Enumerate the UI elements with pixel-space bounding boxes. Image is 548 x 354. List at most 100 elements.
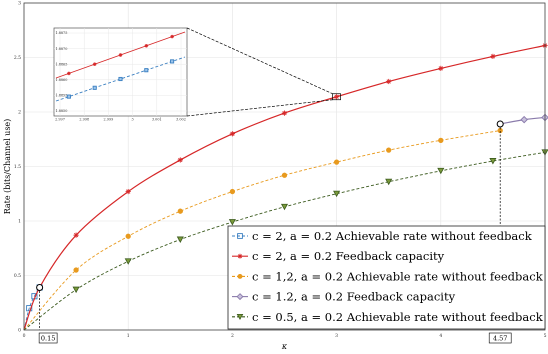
zoom-connector (186, 27, 333, 95)
x-tick-label: 4 (439, 333, 442, 339)
data-point-triangle-down (489, 158, 497, 165)
zoom-connector (186, 99, 333, 117)
data-point-star (334, 94, 340, 100)
data-point-star (229, 131, 235, 137)
data-point-triangle-down (124, 258, 132, 265)
legend-label: c = 2, a = 0.2 Achievable rate without f… (252, 229, 533, 243)
threshold-marker (496, 120, 504, 128)
data-point-square (144, 68, 149, 73)
inset-y-tick-label: 1.8865 (56, 62, 68, 66)
x-tick-label: 0 (23, 333, 26, 339)
data-point-star (170, 34, 174, 39)
legend-label: c = 0.5, a = 0.2 Achievable rate without… (252, 310, 544, 324)
data-point-star (177, 157, 183, 163)
data-point-triangle-down (72, 286, 80, 294)
legend-label: c = 1.2, a = 0.2 Feedback capacity (252, 290, 456, 304)
data-point-star (386, 78, 392, 85)
series-line (23, 130, 501, 331)
inset-x-tick-label: 3.001 (152, 118, 162, 122)
x-axis-label: κ (281, 342, 288, 351)
data-point-square (26, 305, 33, 312)
legend: c = 2, a = 0.2 Achievable rate without f… (227, 225, 546, 330)
legend-label: c = 2, a = 0.2 Feedback capacity (252, 249, 445, 263)
threshold-label-box (488, 332, 512, 344)
x-tick-label: 3 (335, 333, 338, 339)
plot-frame (23, 2, 546, 331)
data-point-square (118, 76, 123, 82)
data-point-triangle-down (236, 313, 244, 321)
inset-x-tick-label: 3.002 (176, 118, 186, 122)
inset-nofeedback-line (55, 56, 186, 102)
series-line (23, 44, 546, 331)
data-point-square (66, 94, 71, 99)
data-point-star (438, 65, 444, 71)
y-tick-label: 3 (18, 1, 21, 7)
data-point-circle (386, 147, 392, 153)
y-tick-label: 0 (18, 328, 21, 334)
data-point-square (237, 233, 243, 239)
inset-y-tick-label: 1.8855 (56, 94, 68, 98)
threshold-label-box (38, 332, 58, 344)
threshold-label: 0.15 (41, 335, 55, 343)
inset-frame (53, 27, 188, 117)
series-3 (23, 127, 503, 331)
inset-x-tick-label: 2.999 (104, 118, 114, 122)
data-point-star (67, 71, 71, 76)
zoom-region-box (332, 93, 341, 101)
inset-y-tick-label: 1.8860 (56, 78, 68, 82)
data-point-square (92, 85, 97, 90)
series-4 (496, 113, 548, 128)
x-tick-label: 1 (127, 333, 130, 339)
data-point-circle (73, 267, 79, 273)
legend-item: c = 1.2, a = 0.2 Feedback capacity (232, 290, 456, 304)
data-point-star (92, 62, 97, 66)
data-point-circle (229, 188, 236, 195)
legend-item: c = 2, a = 0.2 Achievable rate without f… (232, 229, 533, 243)
data-point-star (125, 188, 131, 195)
threshold-marker (36, 283, 44, 291)
data-point-diamond (520, 115, 528, 124)
inset-x-tick-label: 3 (132, 118, 134, 122)
axis-ticks: 0 1 2 3 4 5 0 0.5 1 1.5 2 2.5 3 (14, 1, 547, 340)
data-point-triangle-down (437, 167, 445, 175)
inset-y-tick-label: 1.8875 (56, 31, 68, 35)
y-tick-label: 1 (18, 219, 21, 225)
legend-label: c = 1,2, a = 0.2 Achievable rate without… (252, 269, 544, 283)
data-point-triangle-down (280, 203, 289, 211)
data-point-star (144, 44, 149, 48)
y-tick-label: 2 (18, 110, 21, 116)
data-point-circle (333, 159, 340, 165)
x-tick-label: 5 (544, 333, 547, 339)
inset-y-tick-label: 1.8850 (56, 109, 68, 113)
data-point-star (118, 53, 123, 57)
data-point-circle (177, 208, 183, 214)
data-point-star (73, 232, 79, 238)
data-point-circle (281, 172, 288, 178)
data-point-circle (237, 273, 243, 279)
data-point-square (170, 59, 175, 64)
legend-item: c = 1,2, a = 0.2 Achievable rate without… (232, 269, 544, 283)
data-point-circle (125, 233, 131, 239)
y-tick-label: 2.5 (14, 55, 21, 61)
threshold-label: 4.57 (493, 335, 507, 343)
data-point-triangle-down (176, 236, 184, 243)
inset-y-tick-label: 1.8870 (56, 47, 68, 51)
y-tick-label: 1.5 (14, 164, 21, 170)
legend-box (227, 225, 546, 330)
legend-item: c = 0.5, a = 0.2 Achievable rate without… (232, 310, 544, 324)
inset-x-tick-label: 2.998 (79, 118, 89, 122)
data-point-triangle-down (333, 190, 341, 198)
data-point-star (281, 110, 288, 116)
y-tick-label: 0.5 (14, 273, 21, 279)
legend-item: c = 2, a = 0.2 Feedback capacity (232, 249, 445, 263)
data-point-diamond (236, 293, 244, 301)
inset-x-tick-label: 2.997 (55, 118, 65, 122)
y-axis-label: Rate (bits/Channel use) (3, 119, 12, 215)
data-point-star (237, 253, 243, 259)
series-layer (23, 42, 548, 331)
x-tick-label: 2 (231, 333, 234, 339)
data-point-star (490, 53, 496, 60)
zoom-inset: 2.997 2.998 2.999 3 3.001 3.002 1.8875 1.8870 1.… (53, 27, 341, 122)
series-5 (23, 149, 548, 331)
